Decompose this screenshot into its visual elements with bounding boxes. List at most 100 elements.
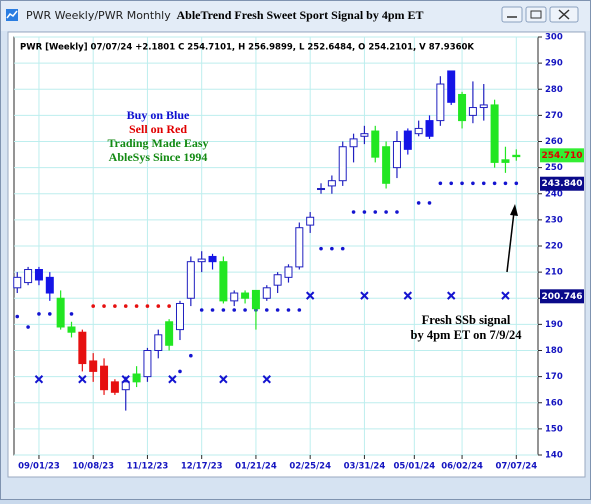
stop-dot [330,246,334,251]
candle-body [458,93,467,122]
candle-body [479,104,488,109]
stop-dot [449,181,454,186]
stop-dot [91,304,95,308]
candle-body [132,373,141,383]
stop-dot [460,181,464,186]
candle-body [327,180,336,187]
x-tick-label: 10/08/23 [72,462,114,472]
stop-dot [48,312,52,316]
x-tick-label: 12/17/23 [181,462,223,472]
candle-body [165,321,174,346]
stop-dot [26,325,30,329]
stop-dot [362,210,367,214]
candle-body [284,266,293,278]
y-tick-label: 190 [545,320,563,330]
candle-body [392,141,401,169]
stop-dot [69,312,74,316]
candle-body [512,154,521,158]
candle-body [425,120,434,137]
candle-body [197,258,206,263]
y-tick-label: 160 [545,398,563,408]
stop-dot [297,308,302,312]
signal-x [447,291,456,300]
x-tick-label: 03/31/24 [344,462,386,472]
candle-body [100,365,109,391]
candle-body [24,269,33,284]
x-tick-label: 07/07/24 [495,462,537,472]
price-marker [540,148,584,163]
maximize-button[interactable] [525,6,547,23]
stop-dot [438,181,443,186]
stop-dot [351,210,356,214]
arrow-head [510,204,518,216]
stop-dot [503,181,508,186]
stop-dot [481,181,486,186]
price-marker-label: 254.710 [542,151,583,161]
candle-body [382,146,391,184]
stop-dot [113,304,117,308]
stop-dot [178,369,182,374]
stop-dot [427,201,432,205]
y-tick-label: 280 [545,85,563,95]
y-tick-label: 290 [545,59,563,69]
candle-body [110,381,119,393]
candle-body [273,274,282,286]
plot-layer [13,36,538,456]
candle-body [447,70,456,103]
y-tick-label: 270 [545,111,563,121]
candle-body [175,302,184,331]
y-tick-label: 220 [545,242,563,252]
tab-icon-line [6,10,18,19]
candle-body [230,292,239,302]
signal-x [262,375,271,384]
stop-dot [264,308,269,312]
candle-body [262,287,271,299]
stop-dot [156,304,161,308]
candle-body [414,127,423,135]
stop-dot [492,181,497,186]
y-tick-label: 170 [545,372,563,382]
signal-x [78,375,87,384]
signal-x [34,375,44,384]
signal-x [168,375,177,384]
candle-body [78,331,87,365]
candle-body [219,261,228,302]
stop-dot [416,201,421,205]
x-tick-label: 09/01/23 [18,462,60,472]
candle-body [371,130,380,158]
candle-body [468,107,477,116]
y-tick-label: 150 [545,424,563,434]
stop-dot [319,246,323,251]
stop-dot [275,308,280,312]
candle-body [154,334,163,352]
minimize-button[interactable] [501,6,523,23]
stop-dot [221,308,226,312]
candle-body [490,104,499,163]
stop-dot [340,246,345,251]
candle-body [45,276,54,294]
info-line: PWR [Weekly] 07/07/24 +2.1801 C 254.7101… [20,43,474,53]
candle-body [56,297,65,328]
annotation: Buy on Blue [127,108,190,122]
signal-note: by 4pm ET on 7/9/24 [411,328,523,342]
y-tick-label: 140 [545,451,563,461]
signal-note: Fresh SSb signal [422,313,511,327]
tab-label[interactable]: PWR Weekly/PWR Monthly [26,9,171,22]
candle-body [306,216,315,226]
price-marker [540,289,584,304]
stop-dot [395,210,399,214]
candle-body [338,146,347,182]
stop-dot [384,210,388,214]
stop-dot [286,308,291,312]
stop-dot [167,304,171,308]
maximize-icon [530,10,542,19]
stop-dot [373,210,378,214]
chart-title: AbleTrend Fresh Sweet Sport Signal by 4p… [176,8,423,22]
price-marker-label: 243.840 [542,179,583,189]
stop-dot [134,304,139,308]
candle-body [349,138,358,148]
candle-body [360,133,369,137]
x-tick-label: 02/25/24 [289,462,331,472]
candle-body [436,83,445,122]
